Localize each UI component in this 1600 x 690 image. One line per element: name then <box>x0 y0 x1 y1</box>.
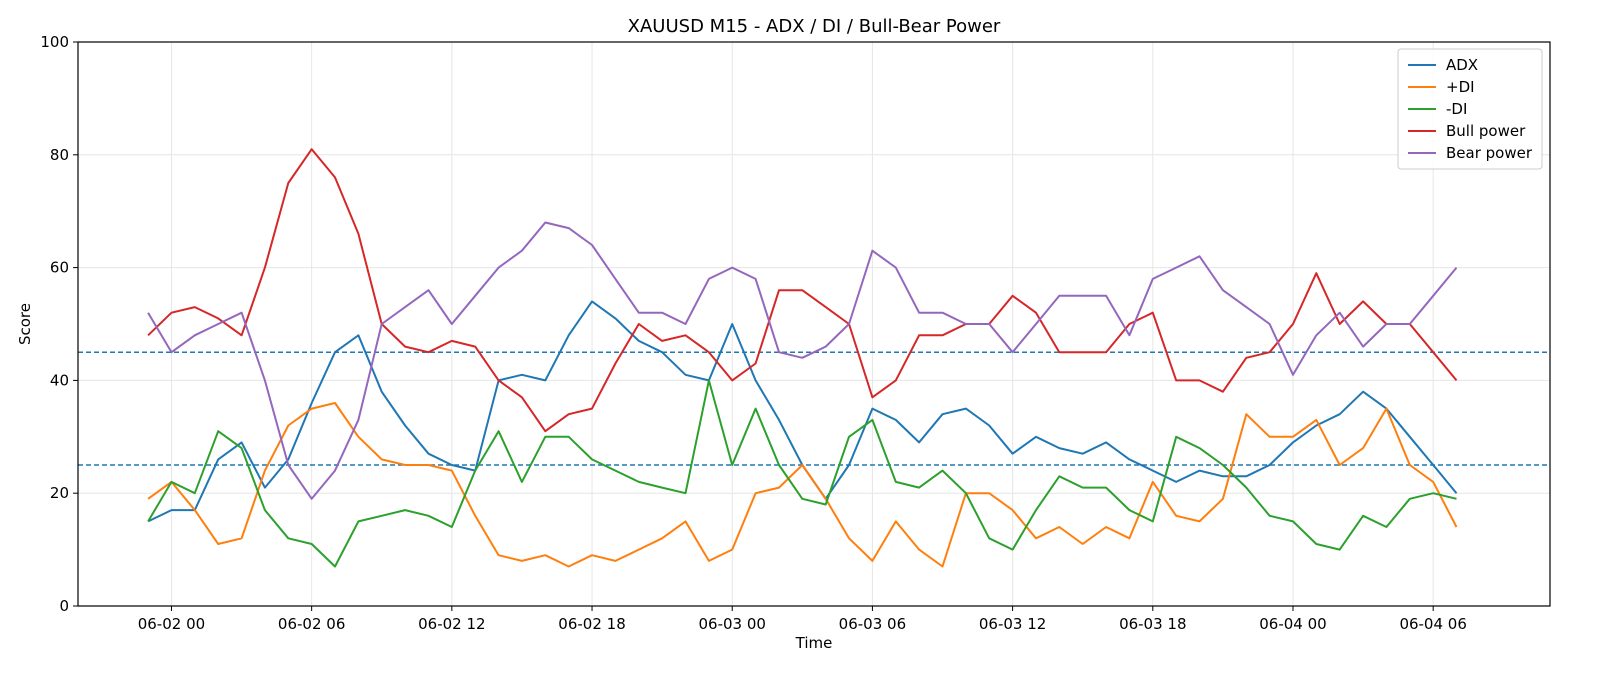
series-line <box>147 221 1458 500</box>
x-tick-label: 06-03 00 <box>698 615 765 633</box>
series-line <box>147 402 1458 568</box>
x-tick-label: 06-02 06 <box>278 615 345 633</box>
x-axis-label: Time <box>795 634 833 652</box>
series-line <box>147 379 1457 568</box>
plot-frame <box>77 41 1551 607</box>
x-tick-label: 06-04 00 <box>1259 615 1326 633</box>
legend-label: ADX <box>1446 56 1478 74</box>
legend-label: Bull power <box>1446 122 1526 140</box>
y-axis-label: Score <box>16 303 34 345</box>
legend-label: Bear power <box>1446 144 1533 162</box>
x-tick-label: 06-03 18 <box>1119 615 1186 633</box>
x-tick-label: 06-02 12 <box>418 615 485 633</box>
y-tick-label: 100 <box>40 33 69 51</box>
legend-label: -DI <box>1446 100 1467 118</box>
y-tick-label: 60 <box>50 259 69 277</box>
x-tick-label: 06-03 06 <box>839 615 906 633</box>
x-tick-label: 06-02 00 <box>138 615 205 633</box>
chart-title: XAUUSD M15 - ADX / DI / Bull-Bear Power <box>628 16 1001 37</box>
series-line <box>147 148 1458 433</box>
y-tick-label: 40 <box>50 371 69 389</box>
legend-frame <box>1397 48 1543 170</box>
x-tick-label: 06-04 06 <box>1399 615 1466 633</box>
legend-label: +DI <box>1446 78 1475 96</box>
x-tick-label: 06-03 12 <box>979 615 1046 633</box>
series-line <box>147 300 1458 523</box>
legend: ADX +DI -DI Bull power Bear power <box>1397 48 1543 170</box>
y-tick-label: 20 <box>50 484 69 502</box>
x-tick-label: 06-02 18 <box>558 615 625 633</box>
y-tick-label: 0 <box>59 597 69 615</box>
y-tick-label: 80 <box>50 146 69 164</box>
